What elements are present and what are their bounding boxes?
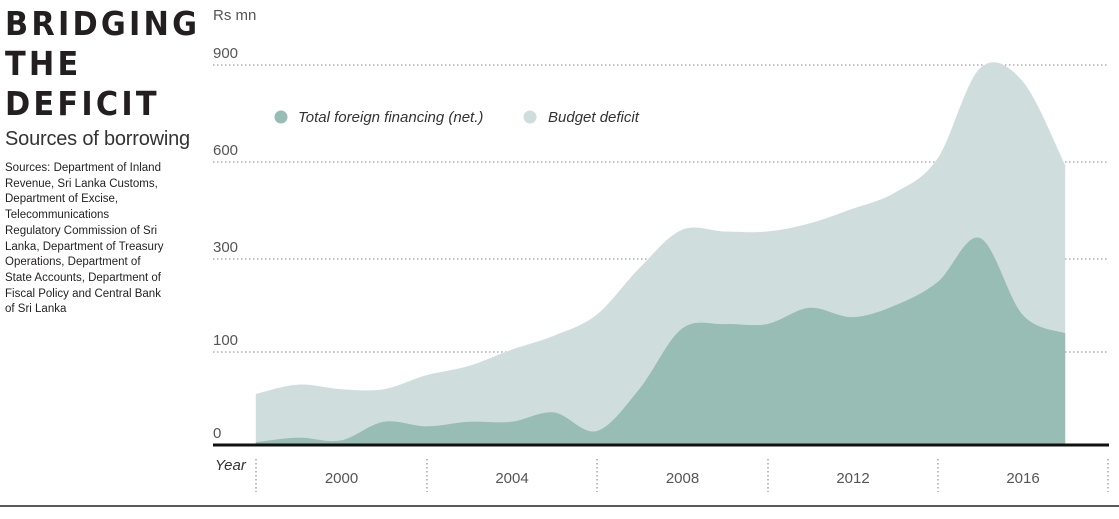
legend-label-total-foreign-financing-net: Total foreign financing (net.) [298, 109, 483, 126]
x-tick-label-2012: 2012 [836, 470, 869, 487]
chart-title-line-3: DEFICIT [5, 84, 160, 123]
chart-subtitle: Sources of borrowing [5, 128, 190, 150]
area-total-foreign-financing-net [255, 237, 1066, 445]
legend-label-budget-deficit: Budget deficit [548, 109, 640, 126]
y-tick-label-300: 300 [213, 239, 238, 256]
x-tick-label-2008: 2008 [666, 470, 699, 487]
x-axis-label: Year [215, 457, 247, 474]
legend-swatch-budget-deficit [523, 110, 537, 124]
y-tick-label-900: 900 [213, 45, 238, 62]
x-tick-label-2004: 2004 [495, 470, 528, 487]
y-axis-label: Rs mn [213, 7, 256, 24]
y-tick-label-600: 600 [213, 142, 238, 159]
chart-title: BRIDGING THE DEFICIT [5, 4, 201, 124]
chart-title-line-1: BRIDGING [5, 4, 201, 43]
x-tick-label-2016: 2016 [1006, 470, 1039, 487]
y-tick-label-0: 0 [213, 425, 221, 442]
x-tick-label-2000: 2000 [325, 470, 358, 487]
sources-note: Sources: Department of Inland Revenue, S… [5, 162, 164, 316]
title-block: BRIDGING THE DEFICIT Sources of borrowin… [5, 4, 201, 318]
legend-swatch-total-foreign-financing-net [274, 110, 288, 124]
y-tick-label-100: 100 [213, 332, 238, 349]
chart-title-line-2: THE [5, 44, 82, 83]
